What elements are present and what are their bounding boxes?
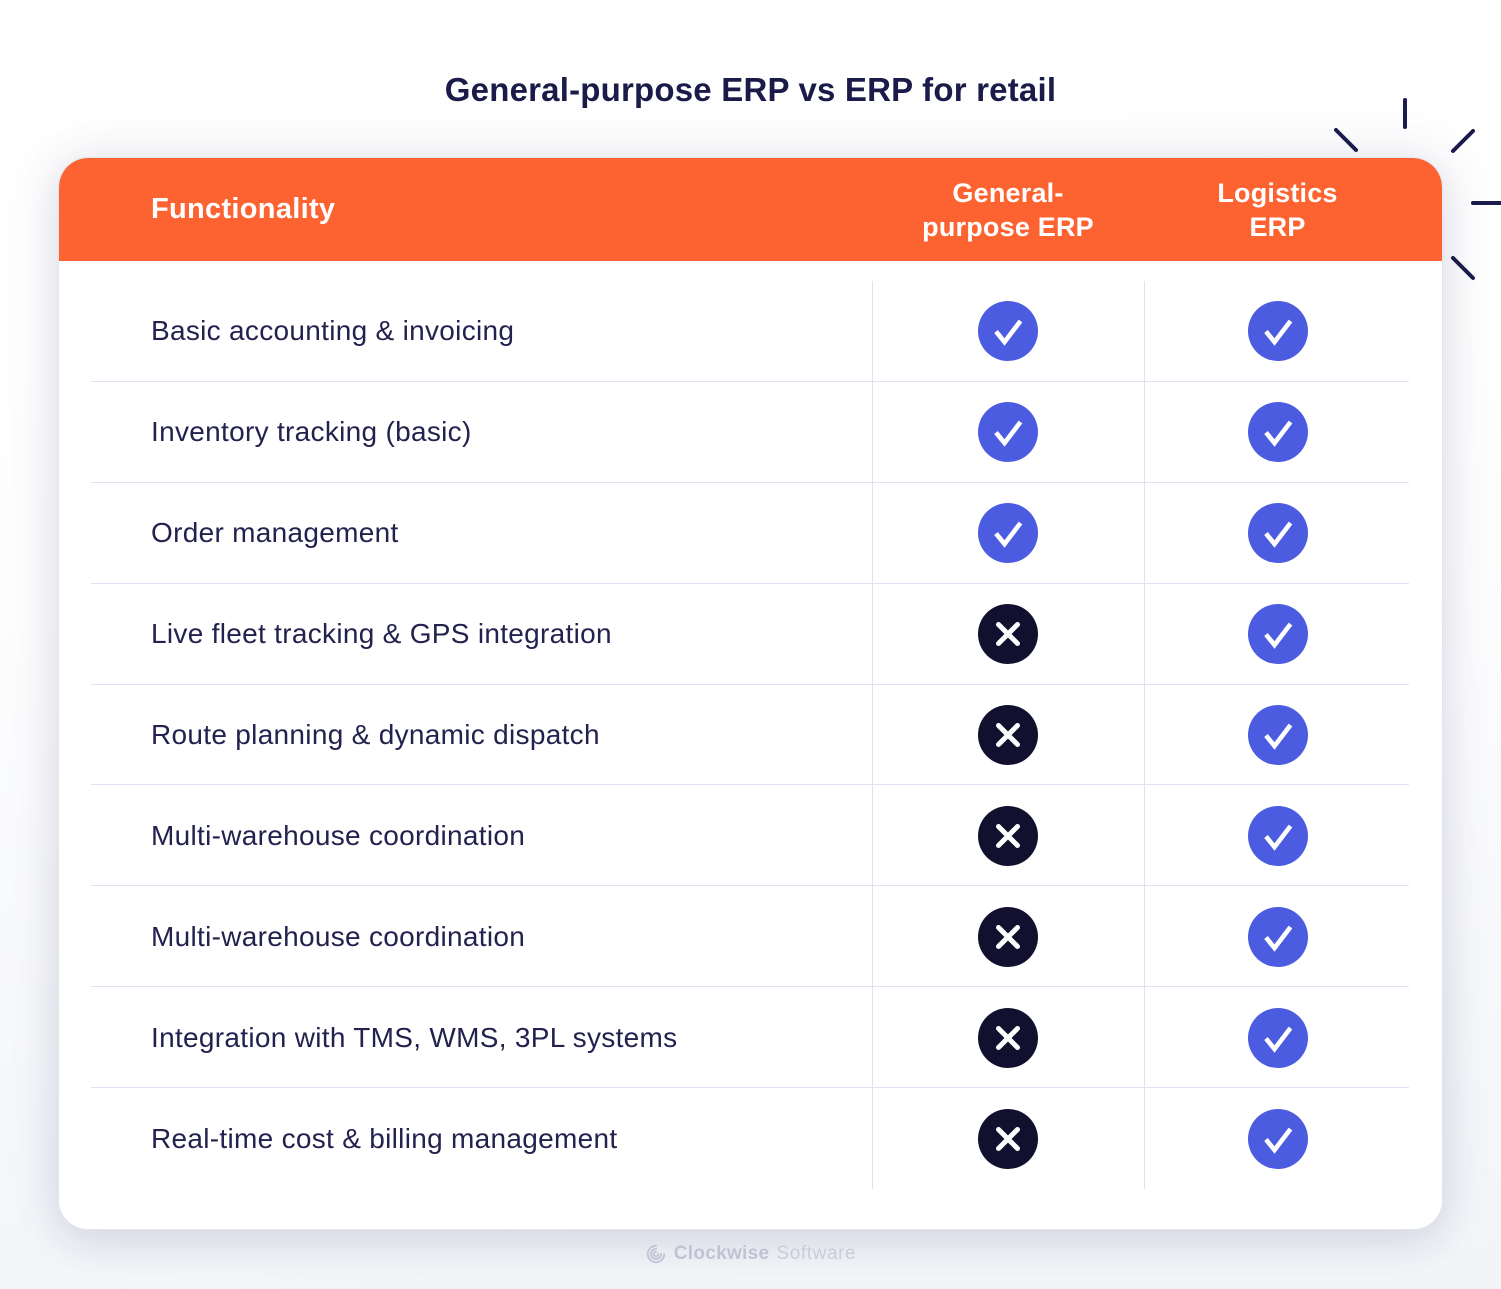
logistics-erp-cell [1144,705,1411,765]
feature-label: Multi-warehouse coordination [151,920,526,952]
column-header-general-purpose-erp: General- purpose ERP [922,177,1094,242]
comparison-table-card: Functionality General- purpose ERP Logis… [58,157,1443,1230]
check-icon [978,503,1038,564]
cross-icon [978,906,1038,967]
feature-label: Real-time cost & billing management [151,1122,618,1154]
table-header: Functionality General- purpose ERP Logis… [59,158,1442,261]
feature-label: Live fleet tracking & GPS integration [151,618,612,650]
check-icon [978,402,1038,463]
cross-icon [978,1007,1038,1068]
cross-icon [978,705,1038,765]
check-icon [978,301,1038,362]
check-icon [1247,604,1308,665]
table-row: Inventory tracking (basic) [59,382,1442,483]
general-purpose-erp-cell [872,906,1144,967]
general-purpose-erp-cell [872,604,1144,665]
general-purpose-erp-cell [872,705,1144,765]
logistics-erp-cell [1144,503,1411,564]
table-row: Live fleet tracking & GPS integration [59,584,1442,685]
column-divider [1144,281,1145,1189]
table-row: Real-time cost & billing management [59,1088,1442,1189]
table-row: Multi-warehouse coordination [59,785,1442,887]
logistics-erp-cell [1144,906,1411,967]
column-header-logistics-erp: Logistics ERP [1217,177,1338,242]
table-row: Multi-warehouse coordination [59,886,1442,988]
logistics-erp-cell [1144,1007,1411,1068]
feature-label: Order management [151,517,399,549]
feature-label: Multi-warehouse coordination [151,819,526,851]
table-body: Basic accounting & invoicing Inventory tr… [59,281,1442,1189]
general-purpose-erp-cell [872,1007,1144,1068]
general-purpose-erp-cell [872,503,1144,564]
check-icon [1247,1108,1308,1169]
table-row: Route planning & dynamic dispatch [59,685,1442,786]
cross-icon [978,1108,1038,1169]
table-row: Order management [59,483,1442,584]
ray-line [1451,129,1475,153]
brand-footer: Clockwise Software [0,1243,1501,1265]
general-purpose-erp-cell [872,1108,1144,1169]
ray-line [1451,256,1475,280]
feature-label: Basic accounting & invoicing [151,315,515,347]
check-icon [1247,906,1308,967]
logistics-erp-cell [1144,301,1411,362]
page-title: General-purpose ERP vs ERP for retail [444,71,1057,108]
cross-icon [978,604,1038,665]
logistics-erp-cell [1144,805,1411,866]
clockwise-logo-icon [646,1244,666,1264]
feature-label: Inventory tracking (basic) [151,416,472,448]
table-row: Basic accounting & invoicing [59,281,1442,382]
cross-icon [978,805,1038,866]
general-purpose-erp-cell [872,402,1144,463]
logistics-erp-cell [1144,604,1411,665]
check-icon [1247,503,1308,564]
brand-name-light: Software [776,1243,857,1264]
check-icon [1247,402,1308,463]
feature-label: Integration with TMS, WMS, 3PL systems [151,1021,678,1053]
general-purpose-erp-cell [872,301,1144,362]
logistics-erp-cell [1144,402,1411,463]
column-divider [872,281,873,1189]
ray-line [1334,128,1358,152]
check-icon [1247,301,1308,362]
sparkle-rays-decoration [1334,98,1501,280]
feature-label: Route planning & dynamic dispatch [151,719,600,750]
check-icon [1247,705,1308,765]
table-row: Integration with TMS, WMS, 3PL systems [59,987,1442,1089]
brand-name-bold: Clockwise [673,1243,770,1264]
check-icon [1247,805,1308,866]
general-purpose-erp-cell [872,805,1144,866]
check-icon [1247,1007,1308,1068]
column-header-functionality: Functionality [151,193,336,225]
logistics-erp-cell [1144,1108,1411,1169]
